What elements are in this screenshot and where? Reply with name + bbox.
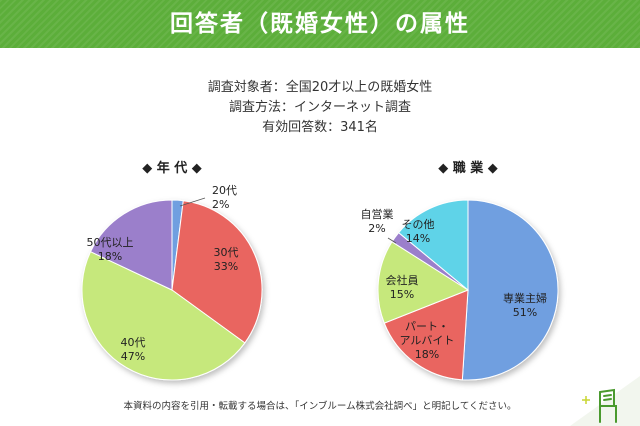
slice-value-label: 14% (406, 232, 430, 245)
slice-value-label: 2% (212, 198, 229, 211)
slice-value-label: 51% (513, 306, 537, 319)
slice-label: 20代 (212, 184, 237, 197)
slice-label: 専業主婦 (503, 291, 547, 305)
slice-label: 30代 (214, 246, 239, 259)
chair-icon (599, 388, 617, 423)
page-title: 回答者（既婚女性）の属性 (170, 11, 470, 37)
age-chart-title: ◆ 年 代 ◆ (142, 160, 202, 176)
slice-value-label: 18% (98, 250, 122, 263)
citation-note: 本資料の内容を引用・転載する場合は、「インブルーム株式会社調べ」と明記してくださ… (123, 401, 517, 412)
pie-slice (89, 199, 173, 291)
pie-slice (461, 199, 559, 381)
slice-value-label: 2% (368, 222, 385, 235)
corner-decoration (570, 376, 640, 426)
pie-slice (397, 199, 469, 292)
sparkle-icon (582, 396, 590, 404)
occupation-chart-title: ◆ 職 業 ◆ (438, 160, 498, 176)
pie-slice (383, 289, 469, 381)
leader-line (387, 237, 397, 244)
slice-label: 40代 (121, 336, 146, 349)
slice-value-label: 33% (214, 260, 238, 273)
survey-info: 調査対象者：全国20才以上の既婚女性 調査方法：インターネット調査 有効回答数：… (0, 78, 640, 138)
slice-label: その他 (402, 218, 435, 231)
pie-slice (81, 251, 246, 381)
pie-slice (171, 200, 263, 344)
pie-slices (81, 199, 263, 381)
slice-value-label: 15% (390, 288, 414, 301)
survey-method: 調査方法：インターネット調査 (228, 100, 411, 115)
slice-label: 50代以上 (87, 236, 134, 249)
survey-target: 調査対象者：全国20才以上の既婚女性 (207, 80, 433, 95)
slice-value-label: 47% (121, 350, 145, 363)
pie-slices (377, 199, 559, 381)
pie-slice (377, 241, 470, 324)
slice-label: パート・アルバイト (400, 320, 455, 347)
slice-label: 自営業 (361, 207, 394, 221)
slice-value-label: 18% (415, 348, 439, 361)
slice-label: 会社員 (386, 273, 419, 287)
title-banner (0, 0, 640, 48)
leader-line (179, 197, 206, 207)
survey-count: 有効回答数：341名 (262, 120, 378, 135)
